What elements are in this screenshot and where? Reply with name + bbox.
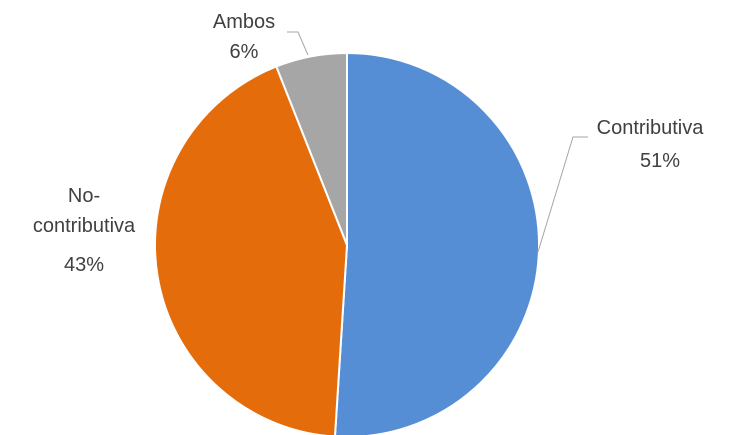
slice-percent-label: 43% [64, 254, 104, 276]
pie-slice-ambos [275, 51, 348, 246]
pie-slice-contributiva [334, 51, 540, 435]
slice-name-label: contributiva [33, 215, 136, 237]
slice-percent-label: 51% [640, 150, 680, 172]
leader-line-contributiva [537, 136, 588, 253]
slice-name-label: Contributiva [597, 117, 705, 139]
pie-slices [154, 51, 540, 435]
slice-percent-label: 6% [230, 41, 259, 63]
data-labels: Contributiva 51% No-contributiva 43% Ambos 6% [33, 11, 704, 276]
pie-slice-no-contributiva [154, 65, 349, 435]
leader-line-ambos [287, 31, 309, 56]
slice-name-label: No- [68, 185, 100, 207]
slice-name-label: Ambos [213, 11, 275, 33]
